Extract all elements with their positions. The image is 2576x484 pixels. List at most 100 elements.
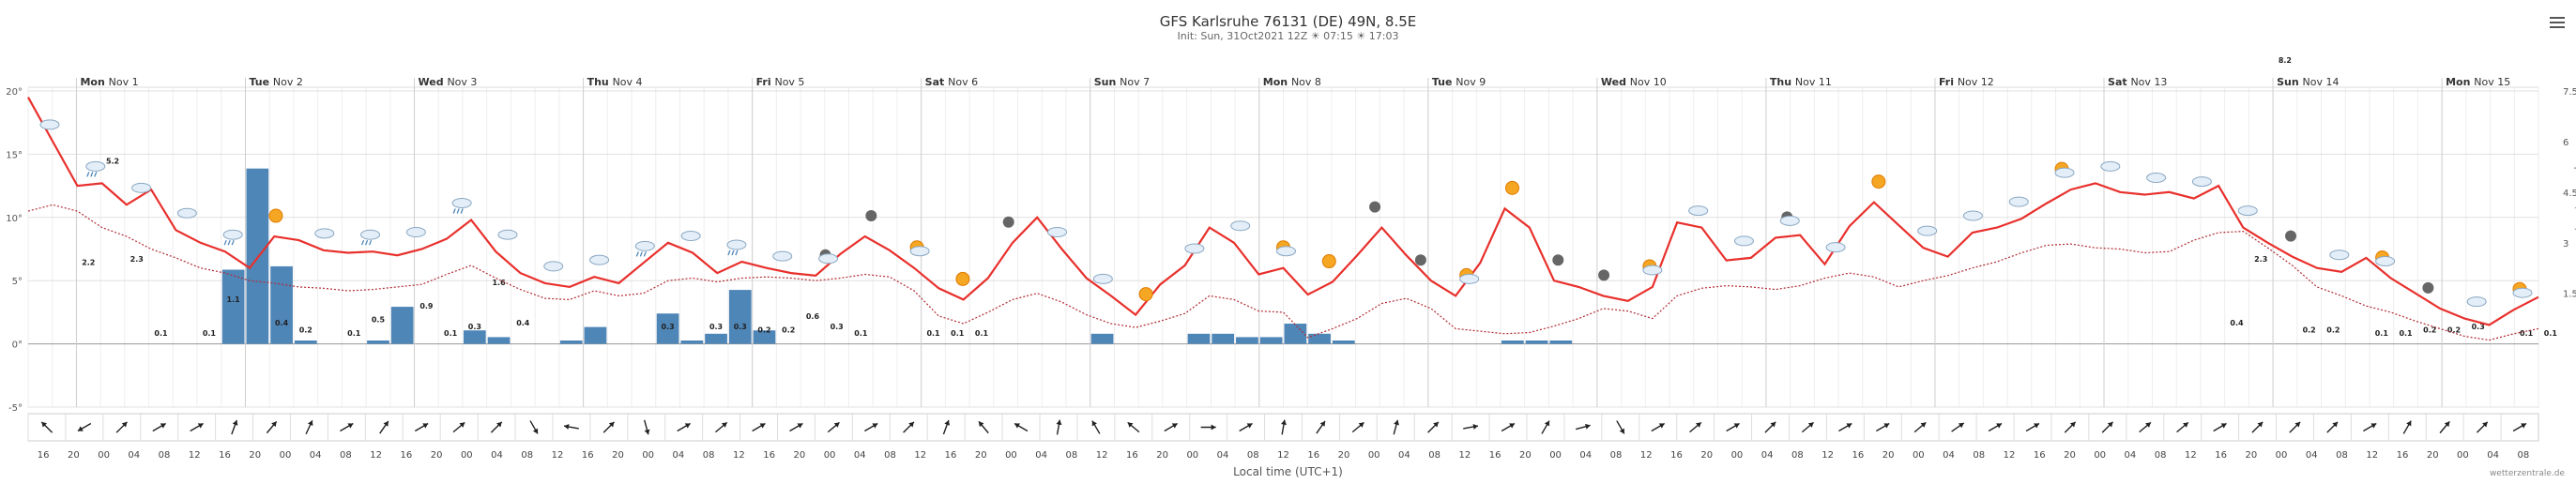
precip-data-label: 2.3 <box>2254 255 2267 264</box>
night-icon <box>2422 281 2434 294</box>
temperature-line <box>27 97 2539 326</box>
precip-bar <box>1187 333 1211 344</box>
hour-tick-label: 04 <box>310 450 322 461</box>
precip-data-label: 0.1 <box>926 329 940 338</box>
day-label: Fri Nov 5 <box>756 76 805 88</box>
hour-tick-label: 08 <box>1428 450 1440 461</box>
partly-cloudy-icon <box>772 250 793 262</box>
partly-cloudy-icon <box>543 261 564 272</box>
precip-data-label: 0.1 <box>951 329 965 338</box>
hour-tick-label: 00 <box>1731 450 1744 461</box>
day-label: Sun Nov 7 <box>1094 76 1150 88</box>
hour-tick-label: 08 <box>2155 450 2167 461</box>
dewpoint-line <box>27 204 2539 341</box>
hour-tick-label: 12 <box>2004 450 2016 461</box>
y-right-tick-label: 4.5 <box>2563 189 2576 199</box>
hour-tick-label: 16 <box>1126 450 1138 461</box>
hour-tick-label: 04 <box>673 450 685 461</box>
hour-tick-label: 20 <box>2064 450 2076 461</box>
wind-arrow-icon <box>1200 424 1216 431</box>
precip-bar <box>728 290 752 344</box>
partly-cloudy-icon <box>2237 205 2258 217</box>
hour-tick-label: 12 <box>914 450 926 461</box>
precip-bar <box>367 340 389 344</box>
hour-tick-label: 12 <box>370 450 382 461</box>
rain-icon <box>726 239 747 256</box>
night-icon <box>1369 201 1381 213</box>
night-cloudy-icon <box>1779 211 1800 226</box>
y-right-axis-title: Precipitation (mm) <box>2573 144 2576 232</box>
night-icon <box>1414 254 1426 266</box>
hour-tick-label: 20 <box>68 450 80 461</box>
hour-tick-label: 08 <box>1791 450 1804 461</box>
wind-arrow-icon <box>2363 422 2377 432</box>
wind-arrow-icon <box>1951 422 1965 432</box>
precip-bar <box>680 340 704 344</box>
sunrise-time: 07:15 <box>1323 30 1353 42</box>
hour-tick-label: 12 <box>189 450 201 461</box>
hour-tick-label: 16 <box>1670 450 1683 461</box>
partly-sunny-icon <box>1276 240 1296 257</box>
precip-data-label: 0.3 <box>468 323 481 331</box>
precip-data-label: 0.2 <box>2303 325 2316 334</box>
wind-arrow-icon <box>1541 420 1550 434</box>
hour-tick-label: 00 <box>1005 450 1017 461</box>
wind-arrow-icon <box>2326 421 2339 433</box>
day-label: Sun Nov 14 <box>2277 76 2339 88</box>
precip-data-label: 0.1 <box>2520 329 2534 338</box>
sunny-icon <box>1321 254 1336 269</box>
y-left-tick-label: 10° <box>6 214 23 224</box>
partly-cloudy-icon <box>176 207 197 219</box>
hour-tick-label: 16 <box>2397 450 2409 461</box>
wind-arrow-icon <box>1689 421 1702 433</box>
hour-tick-label: 16 <box>945 450 957 461</box>
hour-tick-label: 16 <box>219 450 231 461</box>
night-cloudy-icon <box>818 249 839 265</box>
hour-tick-label: 20 <box>612 450 624 461</box>
y-left-tick-label: -5° <box>8 403 23 414</box>
wind-arrow-icon <box>864 422 878 432</box>
x-axis-title: Local time (UTC+1) <box>1233 465 1343 478</box>
wind-arrow-icon <box>1801 421 1815 433</box>
wind-arrow-icon <box>1056 419 1062 435</box>
hamburger-menu-icon[interactable] <box>2550 17 2565 28</box>
precip-data-label: 0.2 <box>2423 325 2436 334</box>
partly-sunny-icon <box>2375 250 2396 267</box>
wind-arrow-icon <box>715 421 728 433</box>
hour-tick-label: 12 <box>733 450 745 461</box>
night-icon <box>865 210 877 222</box>
sunny-icon <box>1504 180 1519 195</box>
wind-arrow-icon <box>1239 422 1253 432</box>
hour-tick-label: 20 <box>2245 450 2257 461</box>
wind-arrow-icon <box>1876 422 1890 432</box>
partly-cloudy-icon <box>1047 227 1068 237</box>
hour-tick-label: 20 <box>793 450 805 461</box>
wind-arrow-icon <box>266 420 278 434</box>
hour-tick-label: 08 <box>2336 450 2348 461</box>
precip-bar <box>270 265 293 344</box>
cloudy-icon <box>2100 160 2121 172</box>
wind-arrow-icon <box>1838 422 1852 432</box>
partly-sunny-icon <box>2512 281 2533 298</box>
wind-arrow-icon <box>1351 421 1364 433</box>
wind-arrow-icon <box>1014 422 1029 432</box>
y-right-tick-label: 1.5 <box>2563 290 2576 300</box>
hour-tick-label: 20 <box>431 450 443 461</box>
precip-data-label: 0.3 <box>709 323 723 331</box>
precip-data-label: 0.4 <box>275 319 289 327</box>
wind-arrow-icon <box>2025 422 2040 432</box>
day-label: Tue Nov 2 <box>249 76 302 88</box>
precip-data-label: 0.1 <box>2375 329 2389 338</box>
partly-sunny-icon <box>1642 259 1663 276</box>
precip-data-label: 0.1 <box>854 329 868 338</box>
wind-arrow-icon <box>978 420 989 434</box>
wind-arrow-icon <box>2289 421 2301 433</box>
hour-tick-label: 16 <box>400 450 412 461</box>
y-right-tick-label: 7.5 <box>2563 87 2576 98</box>
hour-tick-label: 08 <box>884 450 896 461</box>
hour-tick-label: 12 <box>2185 450 2197 461</box>
y-left-tick-label: 15° <box>6 150 23 160</box>
cloudy-icon <box>680 231 701 242</box>
wind-arrow-icon <box>1164 422 1179 432</box>
wind-arrow-icon <box>1281 419 1287 435</box>
